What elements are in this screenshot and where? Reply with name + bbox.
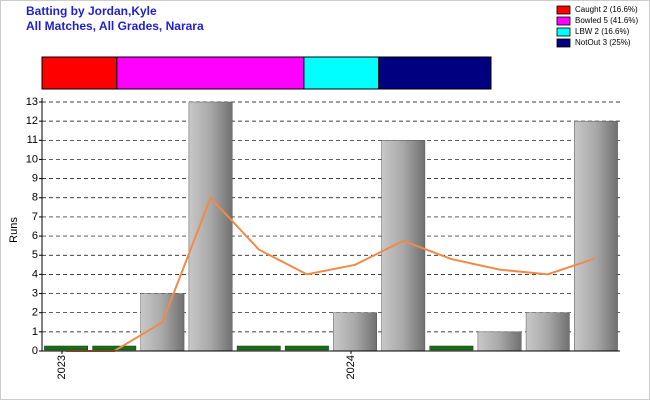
y-tick-label: 6 [32,230,38,242]
x-tick-label: 2024 [345,355,357,379]
bar [333,312,378,352]
y-tick-label: 11 [27,134,38,146]
legend-swatch [556,5,571,15]
strip-segment [41,56,118,90]
x-tick-label: 2023 [56,355,68,379]
y-tick-label: 8 [32,192,38,204]
y-tick-label: 7 [32,211,38,223]
y-axis-label: Runs [8,217,20,243]
y-tick-label: 10 [26,153,38,165]
y-tick-label: 4 [32,268,38,280]
y-tick-label: 5 [32,249,38,261]
subtitle: All Matches, All Grades, Narara [26,19,204,33]
legend-label: LBW 2 (16.6%) [575,27,630,36]
strip-segment [378,56,492,90]
legend-label: Caught 2 (16.6%) [575,5,638,14]
bar [44,345,89,351]
bar [573,120,618,352]
bar [284,345,329,351]
legend-label: NotOut 3 (25%) [575,38,631,47]
y-tick-label: 12 [26,115,38,127]
y-tick-label: 13 [26,96,38,108]
bar [92,345,137,351]
bar [429,345,474,351]
y-tick-label: 2 [32,307,38,319]
trend-line [66,195,597,352]
legend-label: Bowled 5 (41.6%) [575,16,638,25]
title: Batting by Jordan,Kyle [26,4,157,18]
bar [525,312,570,352]
legend-swatch [556,16,571,26]
y-tick-label: 1 [32,326,38,338]
legend-swatch [556,27,571,37]
bar [236,345,281,351]
bar [477,331,522,352]
bar [188,101,233,352]
strip-segment [303,56,380,90]
strip-segment [116,56,305,90]
legend-swatch [556,38,571,48]
y-tick-label: 9 [32,173,38,185]
y-tick-label: 3 [32,287,38,299]
y-tick-label: 0 [32,345,38,357]
